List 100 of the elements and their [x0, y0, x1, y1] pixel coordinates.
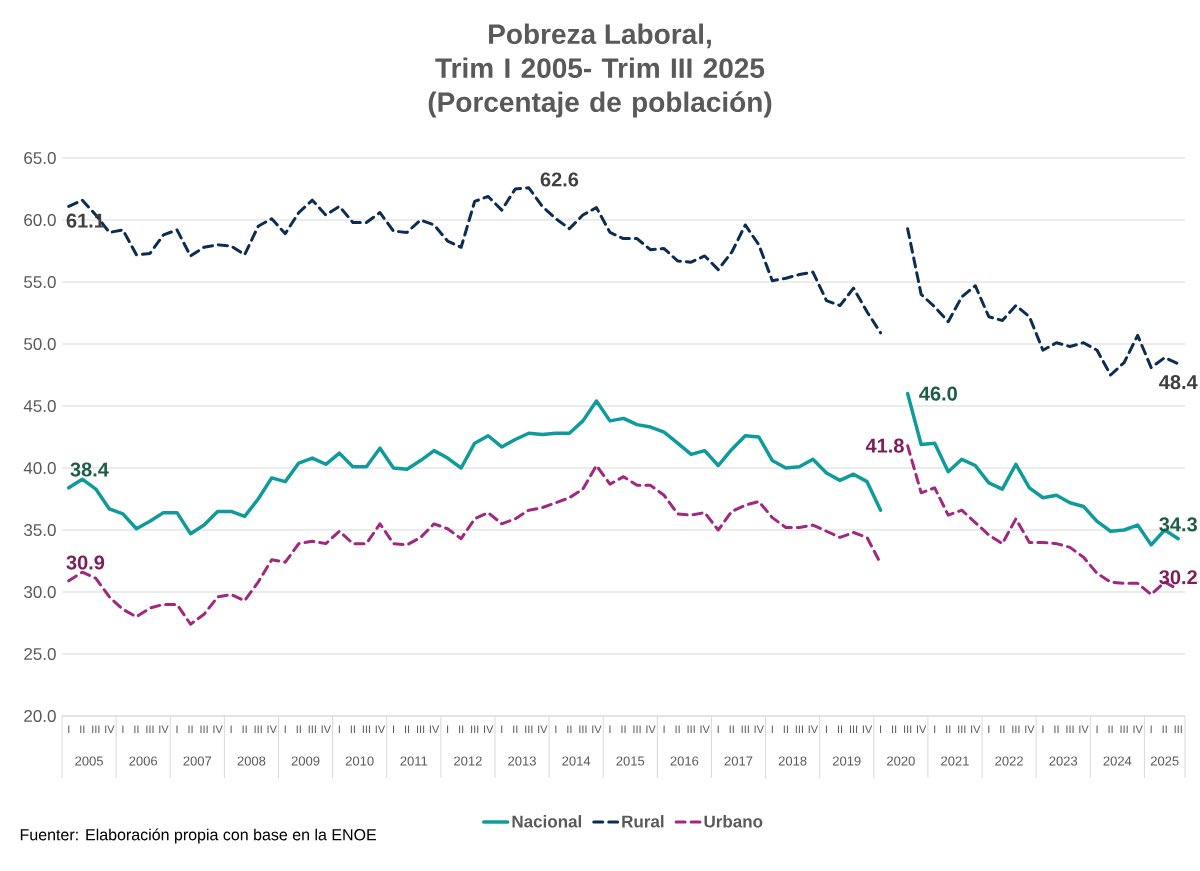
x-tick-label: III	[741, 725, 749, 734]
x-tick-label: IV	[105, 725, 115, 734]
chart-subtitle: Trim I 2005- Trim III 2025 (Porcentaje de población)	[428, 57, 772, 118]
x-tick-label: I	[1096, 725, 1098, 734]
text: 2016	[670, 756, 699, 766]
x-tick-label: II	[729, 725, 734, 734]
legend-label: Urbano	[704, 815, 763, 828]
data-label: 41.8	[865, 438, 904, 453]
x-tick-label: II	[621, 725, 626, 734]
x-tick-label: III	[1120, 725, 1128, 734]
x-tick-label: II	[350, 725, 355, 734]
x-tick-label: II	[675, 725, 680, 734]
x-tick-label: IV	[971, 725, 981, 734]
x-tick-label: II	[1108, 725, 1113, 734]
x-tick-label: IV	[916, 725, 927, 734]
x-tick-label: III	[579, 725, 587, 734]
text: 2021	[941, 756, 969, 766]
y-tick-label: 20.0	[24, 709, 56, 723]
x-tick-label: III	[92, 725, 100, 734]
x-tick-label: I	[122, 725, 124, 734]
x-tick-label: II	[188, 725, 193, 734]
x-tick-label: I	[825, 725, 827, 734]
x-tick-label: II	[404, 725, 410, 734]
x-tick-label: I	[771, 725, 773, 734]
text: 2022	[995, 756, 1023, 766]
x-tick-label: II	[80, 725, 85, 734]
x-tick-label: I	[392, 725, 394, 734]
x-tick-label: I	[284, 725, 286, 734]
y-tick-label: 35.0	[24, 523, 56, 537]
text: 2020	[887, 756, 915, 766]
y-tick-label: 40.0	[23, 461, 56, 475]
data-label: 38.4	[70, 462, 109, 477]
y-tick-label: 45.0	[23, 399, 56, 413]
x-tick-label: I	[501, 725, 503, 734]
x-tick-label: II	[134, 725, 139, 734]
x-tick-label: IV	[213, 725, 223, 734]
x-tick-label: IV	[321, 725, 331, 734]
x-tick-label: IV	[646, 725, 656, 734]
x-tick-label: II	[567, 725, 572, 734]
x-tick-label: II	[837, 725, 843, 734]
y-tick-label: 30.0	[24, 585, 56, 599]
x-tick-label: I	[663, 725, 665, 734]
x-tick-label: III	[904, 725, 912, 734]
chart-title: Pobreza Laboral,	[489, 23, 711, 49]
text: 2013	[508, 756, 536, 766]
data-label: 62.6	[540, 172, 579, 187]
x-tick-label: III	[146, 725, 154, 734]
x-tick-label: IV	[1025, 725, 1035, 734]
x-tick-label: III	[849, 725, 858, 734]
x-tick-label: III	[416, 725, 425, 734]
x-tick-label: IV	[538, 725, 548, 734]
x-tick-label: I	[555, 725, 557, 734]
text: 2011	[400, 756, 428, 766]
x-tick-label: II	[783, 725, 788, 734]
x-tick-label: III	[200, 725, 208, 734]
x-tick-label: I	[1150, 725, 1152, 734]
x-tick-label: I	[609, 725, 611, 734]
x-tick-label: II	[242, 725, 247, 734]
data-label: 61.1	[66, 213, 105, 228]
x-tick-label: II	[1000, 725, 1005, 734]
text: 2017	[724, 756, 753, 766]
legend-label: Rural	[622, 815, 664, 828]
y-tick-label: 55.0	[24, 275, 56, 289]
y-tick-label: 65.0	[24, 151, 56, 165]
x-tick-label: IV	[1133, 725, 1143, 734]
text: 2006	[129, 756, 158, 766]
x-tick-label: IV	[1079, 725, 1089, 734]
text: 2015	[616, 756, 645, 766]
x-tick-label: III	[1012, 725, 1020, 734]
x-tick-label: IV	[754, 725, 764, 734]
y-tick-label: 50.0	[24, 337, 56, 351]
text: 2023	[1049, 756, 1078, 766]
text: Fuenter: Elaboración propia con base en la ENOE	[20, 828, 377, 844]
text: 2009	[291, 756, 320, 766]
x-tick-label: IV	[429, 725, 440, 734]
x-tick-label: IV	[267, 725, 277, 734]
x-tick-label: III	[525, 725, 533, 734]
x-tick-label: I	[176, 725, 178, 734]
x-tick-label: II	[892, 725, 897, 734]
x-tick-label: III	[633, 725, 641, 734]
x-tick-label: III	[795, 725, 803, 734]
x-tick-label: I	[68, 725, 70, 734]
x-tick-label: I	[1042, 725, 1044, 734]
text: 2012	[454, 756, 482, 766]
x-tick-label: III	[1174, 725, 1182, 734]
x-tick-label: IV	[484, 725, 494, 734]
text: 2019	[832, 756, 861, 766]
x-tick-label: I	[934, 725, 936, 734]
text: 2025	[1150, 756, 1179, 766]
x-tick-label: III	[958, 725, 966, 734]
data-label: 30.9	[66, 555, 105, 570]
x-tick-label: III	[1066, 725, 1074, 734]
text: 2005	[75, 756, 103, 766]
text: 2008	[237, 756, 266, 766]
x-tick-label: II	[513, 725, 518, 734]
x-tick-label: IV	[808, 725, 819, 734]
y-tick-label: 60.0	[24, 213, 56, 227]
text: 2010	[345, 756, 374, 766]
text: 2018	[778, 756, 807, 766]
x-tick-label: IV	[159, 725, 169, 734]
